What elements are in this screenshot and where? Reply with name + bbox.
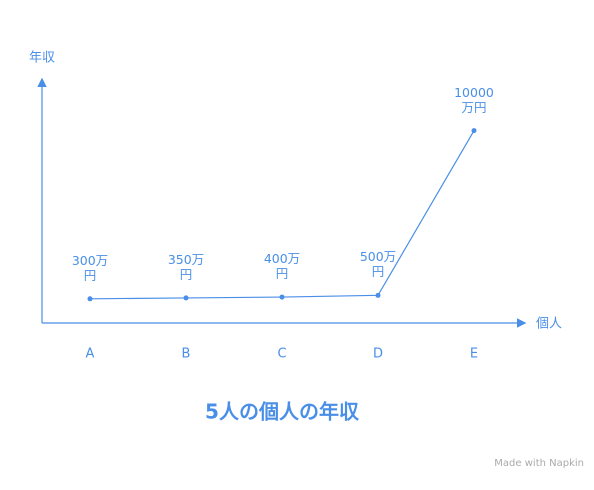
point [87,296,93,302]
value-label: 400万円 [263,251,301,282]
footer: Made with Napkin [494,458,584,469]
value-label: 500万円 [359,249,397,280]
value-label: 10000万円 [454,84,494,115]
point [183,295,189,301]
x-axis-label: 個人 [536,317,562,332]
point [279,294,285,300]
value-label: 300万円 [71,252,109,283]
point [375,292,381,298]
x-tick-label: C [277,347,286,362]
x-tick-label: B [182,347,191,362]
point [471,128,477,134]
x-tick-label: E [470,347,478,362]
x-tick-label: A [86,347,95,362]
value-label: 350万円 [167,251,205,282]
y-axis-label: 年収 [29,51,55,66]
x-tick-label: D [373,347,383,362]
chart-title: 5人の個人の年収 [205,400,360,424]
